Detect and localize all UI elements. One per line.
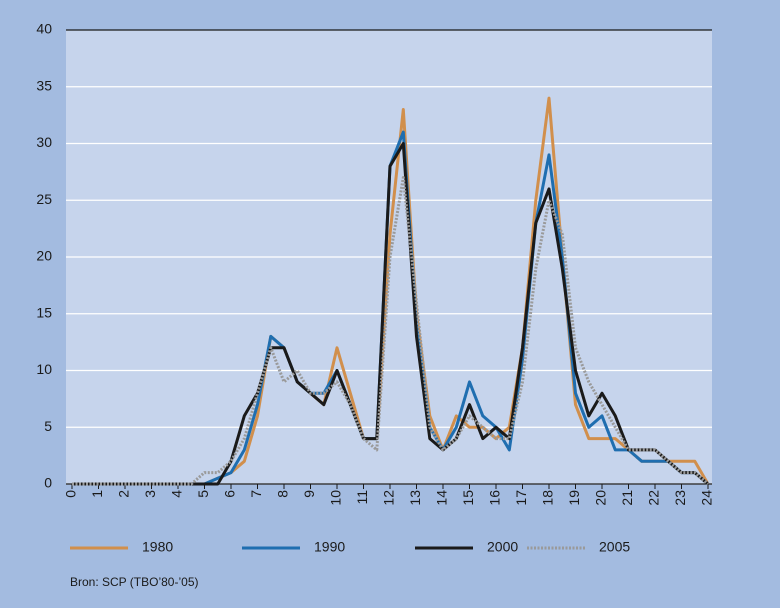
legend-label: 1990 bbox=[314, 539, 345, 555]
y-tick-label: 15 bbox=[36, 304, 52, 320]
x-tick-label: 11 bbox=[354, 490, 370, 505]
x-tick-label: 18 bbox=[540, 490, 556, 506]
x-tick-label: 3 bbox=[142, 490, 158, 498]
y-tick-label: 0 bbox=[44, 475, 52, 491]
x-tick-label: 2 bbox=[116, 490, 132, 498]
x-tick-label: 13 bbox=[407, 490, 423, 506]
legend-label: 2000 bbox=[487, 539, 518, 555]
x-tick-label: 21 bbox=[619, 490, 635, 506]
x-tick-label: 16 bbox=[487, 490, 503, 506]
x-tick-label: 0 bbox=[63, 490, 79, 498]
x-tick-label: 14 bbox=[434, 490, 450, 506]
x-tick-label: 7 bbox=[248, 490, 264, 498]
y-tick-label: 35 bbox=[36, 77, 52, 93]
x-tick-label: 8 bbox=[275, 490, 291, 498]
x-tick-label: 24 bbox=[699, 490, 715, 506]
y-tick-label: 5 bbox=[44, 418, 52, 434]
x-tick-label: 6 bbox=[222, 490, 238, 498]
x-tick-label: 4 bbox=[169, 490, 185, 498]
x-tick-label: 12 bbox=[381, 490, 397, 506]
y-tick-label: 40 bbox=[36, 21, 52, 37]
x-tick-label: 9 bbox=[301, 490, 317, 498]
x-tick-label: 17 bbox=[513, 490, 529, 506]
source: Bron: SCP (TBO’80-’05) bbox=[70, 575, 199, 589]
x-tick-label: 10 bbox=[328, 490, 344, 506]
legend-label: 1980 bbox=[142, 539, 173, 555]
y-tick-label: 20 bbox=[36, 248, 52, 264]
series-line bbox=[72, 176, 709, 486]
x-tick-label: 5 bbox=[195, 490, 211, 498]
y-tick-label: 30 bbox=[36, 134, 52, 150]
y-tick-label: 25 bbox=[36, 191, 52, 207]
y-tick-label: 10 bbox=[36, 361, 52, 377]
x-tick-label: 23 bbox=[672, 490, 688, 506]
x-tick-label: 20 bbox=[593, 490, 609, 506]
x-tick-label: 15 bbox=[460, 490, 476, 506]
x-tick-label: 22 bbox=[646, 490, 662, 506]
x-tick-label: 1 bbox=[89, 490, 105, 498]
legend-label: 2005 bbox=[599, 539, 630, 555]
x-tick-label: 19 bbox=[566, 490, 582, 506]
